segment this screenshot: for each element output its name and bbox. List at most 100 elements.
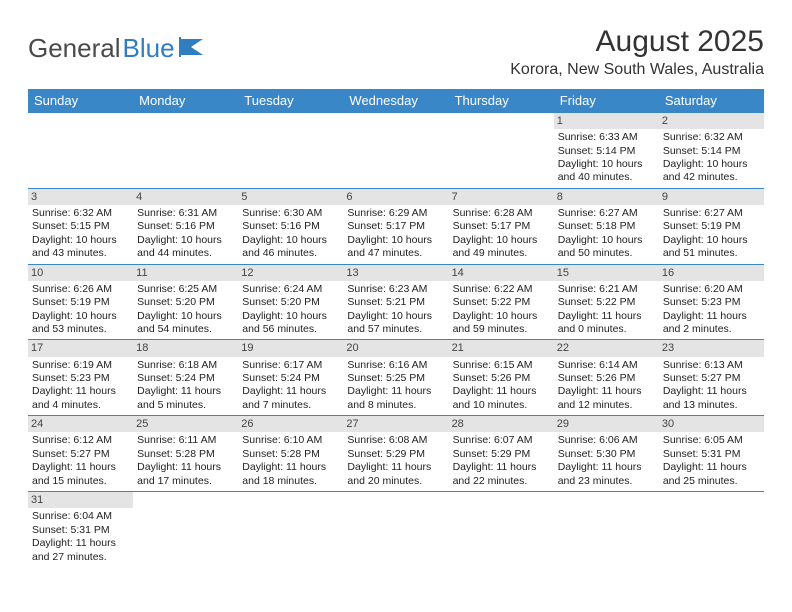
day-number: 31: [28, 492, 133, 508]
sunset-text: Sunset: 5:28 PM: [242, 448, 339, 461]
sunset-text: Sunset: 5:16 PM: [242, 220, 339, 233]
daylight-text: and 22 minutes.: [453, 475, 550, 488]
daylight-text: Daylight: 11 hours: [242, 385, 339, 398]
daylight-text: Daylight: 10 hours: [558, 158, 655, 171]
daylight-text: and 18 minutes.: [242, 475, 339, 488]
sunrise-text: Sunrise: 6:33 AM: [558, 131, 655, 144]
daylight-text: and 59 minutes.: [453, 323, 550, 336]
daylight-text: Daylight: 11 hours: [32, 461, 129, 474]
empty-cell: [238, 113, 343, 188]
day-number: 11: [133, 265, 238, 281]
sunrise-text: Sunrise: 6:18 AM: [137, 359, 234, 372]
sunrise-text: Sunrise: 6:10 AM: [242, 434, 339, 447]
empty-cell: [343, 113, 448, 188]
daylight-text: and 5 minutes.: [137, 399, 234, 412]
daylight-text: Daylight: 11 hours: [137, 461, 234, 474]
day-number: 22: [554, 340, 659, 356]
daylight-text: Daylight: 10 hours: [242, 310, 339, 323]
empty-cell: [449, 113, 554, 188]
day-number: 15: [554, 265, 659, 281]
sunset-text: Sunset: 5:27 PM: [663, 372, 760, 385]
daylight-text: Daylight: 10 hours: [32, 310, 129, 323]
daylight-text: Daylight: 11 hours: [137, 385, 234, 398]
daylight-text: Daylight: 11 hours: [347, 385, 444, 398]
daylight-text: and 23 minutes.: [558, 475, 655, 488]
day-number: 8: [554, 189, 659, 205]
sunset-text: Sunset: 5:20 PM: [137, 296, 234, 309]
day-cell: 6Sunrise: 6:29 AMSunset: 5:17 PMDaylight…: [343, 189, 448, 264]
daylight-text: and 44 minutes.: [137, 247, 234, 260]
sunset-text: Sunset: 5:31 PM: [32, 524, 129, 537]
day-number: 2: [659, 113, 764, 129]
day-header: Wednesday: [343, 89, 448, 113]
day-header-row: Sunday Monday Tuesday Wednesday Thursday…: [28, 89, 764, 113]
daylight-text: and 4 minutes.: [32, 399, 129, 412]
day-number: 18: [133, 340, 238, 356]
month-title: August 2025: [510, 25, 764, 59]
week-row: 17Sunrise: 6:19 AMSunset: 5:23 PMDayligh…: [28, 340, 764, 416]
day-number: 7: [449, 189, 554, 205]
daylight-text: and 20 minutes.: [347, 475, 444, 488]
day-cell: 14Sunrise: 6:22 AMSunset: 5:22 PMDayligh…: [449, 265, 554, 340]
sunset-text: Sunset: 5:22 PM: [453, 296, 550, 309]
day-header: Tuesday: [238, 89, 343, 113]
day-number: 10: [28, 265, 133, 281]
sunset-text: Sunset: 5:25 PM: [347, 372, 444, 385]
daylight-text: Daylight: 10 hours: [347, 234, 444, 247]
sunrise-text: Sunrise: 6:11 AM: [137, 434, 234, 447]
daylight-text: and 54 minutes.: [137, 323, 234, 336]
daylight-text: and 43 minutes.: [32, 247, 129, 260]
day-cell: 20Sunrise: 6:16 AMSunset: 5:25 PMDayligh…: [343, 340, 448, 415]
sunset-text: Sunset: 5:23 PM: [663, 296, 760, 309]
day-number: 24: [28, 416, 133, 432]
sunset-text: Sunset: 5:26 PM: [558, 372, 655, 385]
daylight-text: and 10 minutes.: [453, 399, 550, 412]
daylight-text: and 27 minutes.: [32, 551, 129, 564]
logo-text-1: General: [28, 33, 121, 64]
sunset-text: Sunset: 5:26 PM: [453, 372, 550, 385]
day-number: 29: [554, 416, 659, 432]
sunset-text: Sunset: 5:15 PM: [32, 220, 129, 233]
daylight-text: and 47 minutes.: [347, 247, 444, 260]
day-cell: 15Sunrise: 6:21 AMSunset: 5:22 PMDayligh…: [554, 265, 659, 340]
sunset-text: Sunset: 5:14 PM: [663, 145, 760, 158]
sunset-text: Sunset: 5:22 PM: [558, 296, 655, 309]
day-header: Monday: [133, 89, 238, 113]
day-cell: 21Sunrise: 6:15 AMSunset: 5:26 PMDayligh…: [449, 340, 554, 415]
day-number: 4: [133, 189, 238, 205]
daylight-text: Daylight: 11 hours: [663, 385, 760, 398]
day-cell: 25Sunrise: 6:11 AMSunset: 5:28 PMDayligh…: [133, 416, 238, 491]
sunrise-text: Sunrise: 6:06 AM: [558, 434, 655, 447]
day-cell: 3Sunrise: 6:32 AMSunset: 5:15 PMDaylight…: [28, 189, 133, 264]
day-cell: 4Sunrise: 6:31 AMSunset: 5:16 PMDaylight…: [133, 189, 238, 264]
daylight-text: Daylight: 11 hours: [558, 385, 655, 398]
daylight-text: and 12 minutes.: [558, 399, 655, 412]
day-cell: 31Sunrise: 6:04 AMSunset: 5:31 PMDayligh…: [28, 492, 133, 567]
sunrise-text: Sunrise: 6:14 AM: [558, 359, 655, 372]
daylight-text: and 17 minutes.: [137, 475, 234, 488]
sunrise-text: Sunrise: 6:12 AM: [32, 434, 129, 447]
day-number: 28: [449, 416, 554, 432]
sunrise-text: Sunrise: 6:15 AM: [453, 359, 550, 372]
logo: GeneralBlue: [28, 33, 205, 64]
daylight-text: and 40 minutes.: [558, 171, 655, 184]
day-number: 26: [238, 416, 343, 432]
day-number: 14: [449, 265, 554, 281]
day-number: 17: [28, 340, 133, 356]
daylight-text: Daylight: 10 hours: [663, 158, 760, 171]
daylight-text: Daylight: 11 hours: [663, 310, 760, 323]
empty-cell: [28, 113, 133, 188]
empty-cell: [554, 492, 659, 567]
daylight-text: and 51 minutes.: [663, 247, 760, 260]
day-cell: 12Sunrise: 6:24 AMSunset: 5:20 PMDayligh…: [238, 265, 343, 340]
sunrise-text: Sunrise: 6:24 AM: [242, 283, 339, 296]
day-number: 23: [659, 340, 764, 356]
daylight-text: and 8 minutes.: [347, 399, 444, 412]
sunrise-text: Sunrise: 6:32 AM: [32, 207, 129, 220]
empty-cell: [238, 492, 343, 567]
week-row: 1Sunrise: 6:33 AMSunset: 5:14 PMDaylight…: [28, 113, 764, 189]
daylight-text: Daylight: 11 hours: [32, 385, 129, 398]
daylight-text: Daylight: 10 hours: [137, 234, 234, 247]
daylight-text: Daylight: 10 hours: [663, 234, 760, 247]
sunset-text: Sunset: 5:27 PM: [32, 448, 129, 461]
